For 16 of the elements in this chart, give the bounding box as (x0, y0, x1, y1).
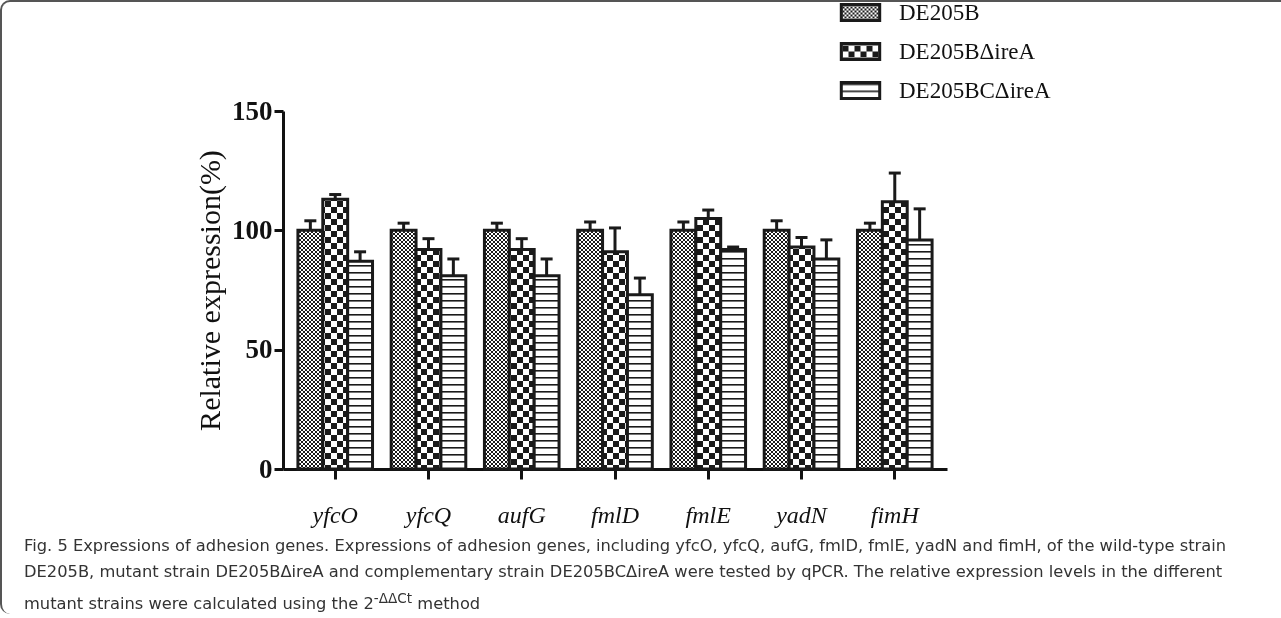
legend-label: DE205B (899, 0, 980, 25)
caption: Fig. 5 Expressions of adhesion genes. Expressions of adhesion genes, including yfcO, yfcQ, aufG, fmlD, fmlE, yadN and fimH, of the wild-type strain DE205B, mutant strain DE205BΔireA and complementary strain DE205BCΔireA were tested by qPCR. The relative expression levels in the different mutant strains were calculated using the 2$^{-ΔΔCt}$ method (24, 535, 1228, 616)
y-axis-title: Relative expression(%) (193, 150, 227, 431)
legend-label: DE205BΔireA (899, 38, 1036, 64)
legend-label: DE205BCΔireA (899, 77, 1051, 103)
x-tick-label: yfcO (310, 501, 358, 528)
y-tick-label: 150 (232, 95, 273, 126)
x-tick-label: yadN (774, 501, 829, 528)
x-tick-label: yfcQ (403, 501, 452, 528)
y-tick-label: 100 (232, 214, 273, 245)
y-tick-label: 0 (259, 453, 273, 484)
y-tick-label: 50 (245, 334, 273, 365)
x-tick-label: aufG (497, 501, 546, 528)
x-tick-label: fmlE (685, 501, 732, 528)
x-tick-label: fmlD (591, 501, 639, 528)
x-tick-label: fimH (870, 501, 921, 528)
